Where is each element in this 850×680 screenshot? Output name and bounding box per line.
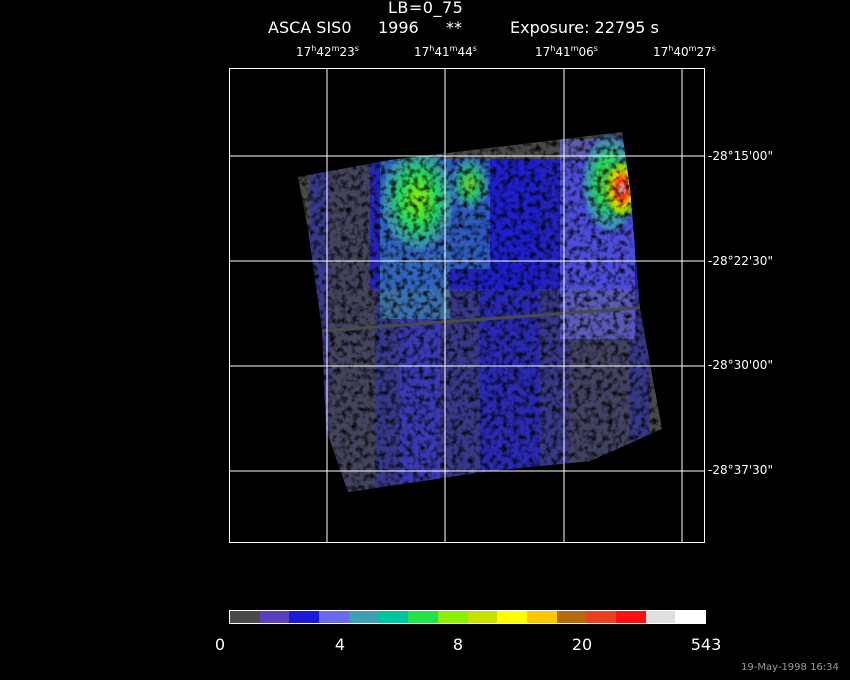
field-label: LB=0_75 (388, 0, 464, 17)
mission-label: ASCA SIS0 (268, 18, 352, 37)
colorbar-swatch (556, 611, 587, 623)
ra-tick-label: 17h40m27s (653, 44, 716, 60)
detector-chip (298, 132, 662, 492)
colorbar-swatch (586, 611, 616, 623)
dec-tick-label: -28°22'30" (708, 254, 773, 268)
colorbar-swatch (645, 611, 676, 623)
colorbar-swatch (348, 611, 379, 623)
colorbar-swatch (437, 611, 468, 623)
colorbar-swatch (408, 611, 438, 623)
colorbar-swatch (615, 611, 646, 623)
xray-image (230, 69, 704, 542)
colorbar-swatch (497, 611, 527, 623)
dec-tick-label: -28°15'00" (708, 149, 773, 163)
marker-label: ** (446, 18, 462, 37)
colorbar-label: 8 (452, 635, 464, 654)
dec-tick-label: -28°37'30" (708, 463, 773, 477)
image-plot-frame (229, 68, 705, 543)
colorbar-swatch (675, 611, 705, 623)
colorbar-swatch (289, 611, 320, 623)
colorbar-label: 0 (214, 635, 226, 654)
colorbar (229, 610, 706, 624)
colorbar-label: 20 (571, 635, 593, 654)
colorbar-label: 4 (334, 635, 346, 654)
year-label: 1996 (378, 18, 419, 37)
colorbar-label: 543 (690, 635, 722, 654)
ra-tick-label: 17h42m23s (296, 44, 359, 60)
ra-tick-label: 17h41m06s (535, 44, 598, 60)
colorbar-swatch (230, 611, 260, 623)
colorbar-swatch (259, 611, 290, 623)
colorbar-swatch (526, 611, 557, 623)
dec-tick-label: -28°30'00" (708, 358, 773, 372)
colorbar-swatch (319, 611, 349, 623)
exposure-label: Exposure: 22795 s (510, 18, 659, 37)
ra-tick-label: 17h41m44s (414, 44, 477, 60)
colorbar-swatch (467, 611, 498, 623)
timestamp: 19-May-1998 16:34 (741, 662, 839, 673)
coordinate-grid (230, 69, 704, 542)
colorbar-swatch (378, 611, 409, 623)
